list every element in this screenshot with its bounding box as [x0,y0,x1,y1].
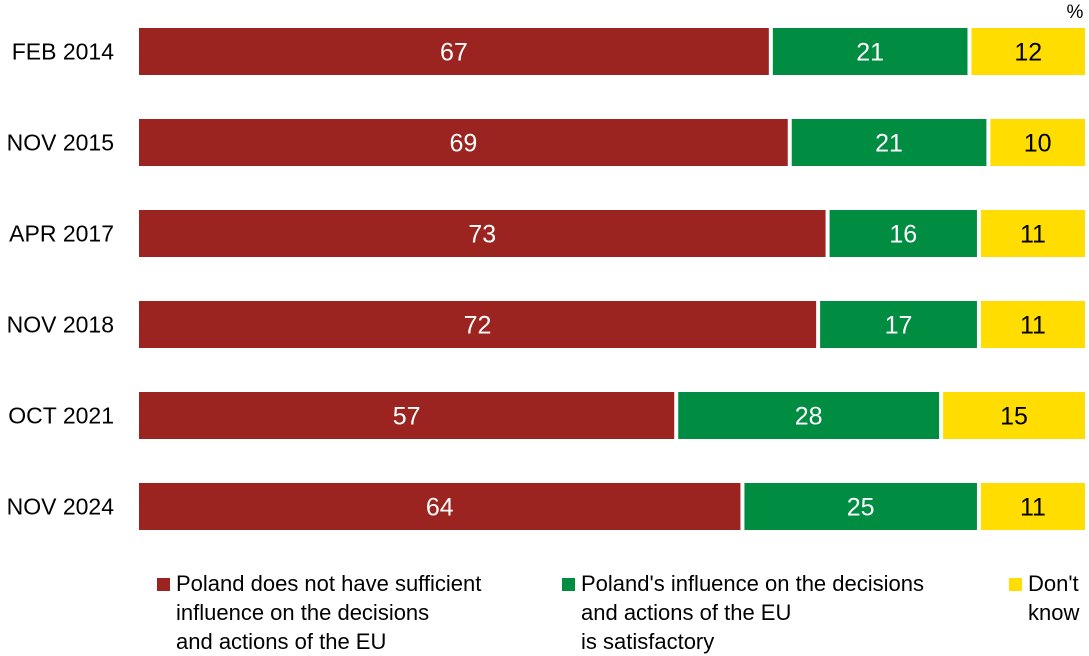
bar-segment [139,119,788,166]
category-label: OCT 2021 [8,403,114,429]
data-label: 15 [1000,403,1028,431]
bar-segment [943,392,1085,439]
legend-label-line: Poland's influence on the decisions [581,571,924,596]
legend-label-line: Don't [1028,571,1079,596]
bar-segment [678,392,940,439]
legend-swatch [1009,578,1022,591]
data-label: 28 [795,403,823,431]
legend-label-line: influence on the decisions [176,600,430,625]
bar-segment [990,119,1085,166]
data-label: 21 [856,39,884,67]
legend-label-line: and actions of the EU [581,600,792,625]
bar-segment [971,28,1085,75]
legend-swatch [157,578,170,591]
legend-item-dont-know: Don't know [1009,569,1079,627]
data-label: 17 [885,312,913,340]
data-label: 64 [426,494,454,522]
category-label: NOV 2015 [7,130,114,156]
data-label: 11 [1020,494,1046,522]
bar-segment [829,210,977,257]
legend-label-line: is satisfactory [581,629,715,654]
data-label: 16 [889,221,917,249]
legend-item-insufficient-influence: Poland does not have sufficient influenc… [157,569,481,656]
bar-segment [980,301,1085,348]
bar-segment [791,119,987,166]
bar-segment [139,301,817,348]
bar-segment [772,28,968,75]
data-label: 72 [464,312,492,340]
legend-label-line: and actions of the EU [176,629,387,654]
data-label: 12 [1014,39,1042,67]
stacked-bar-chart: % FEB 2014 67 21 12 NOV 2015 69 21 10 APR 2017 73… [7,2,1085,530]
legend-item-satisfactory-influence: Poland's influence on the decisions and … [562,569,924,656]
bar-segment [980,483,1085,530]
category-label: FEB 2014 [12,39,114,65]
data-label: 21 [875,130,903,158]
data-label: 67 [440,39,468,67]
bar-segment [980,210,1085,257]
category-label: NOV 2018 [7,312,114,338]
bar-segment [139,392,675,439]
bar-segment [744,483,977,530]
data-label: 57 [393,403,421,431]
unit-label: % [1067,2,1084,23]
legend-label-line: know [1028,600,1080,625]
data-label: 73 [468,221,496,249]
legend-label-line: Poland does not have sufficient [176,571,482,596]
data-label: 10 [1024,130,1052,158]
category-label: APR 2017 [9,221,114,247]
data-label: 69 [449,130,477,158]
bar-segment [820,301,977,348]
bar-segment [139,483,741,530]
category-label: NOV 2024 [7,494,115,520]
data-label: 11 [1020,312,1046,340]
data-label: 11 [1020,221,1046,249]
legend-swatch [562,578,575,591]
data-label: 25 [847,494,875,522]
bar-segment [139,28,769,75]
bar-segment [139,210,826,257]
